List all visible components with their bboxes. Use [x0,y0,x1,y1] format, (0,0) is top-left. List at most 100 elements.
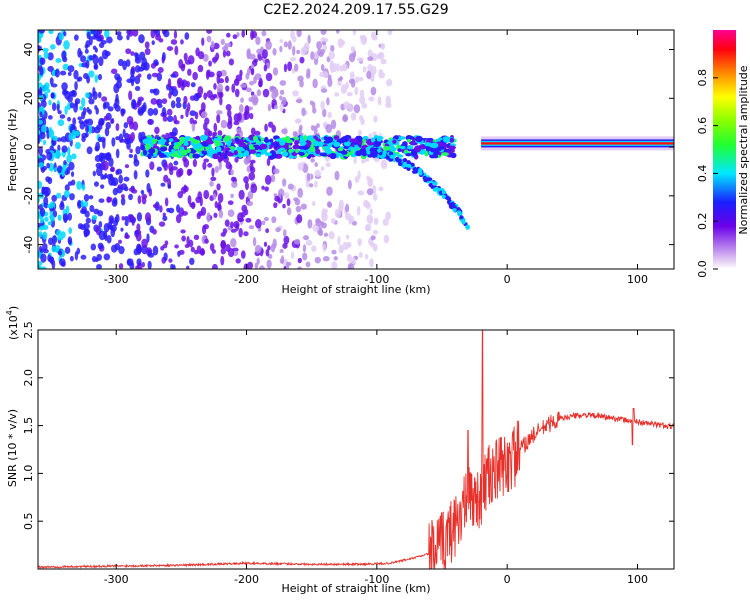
spectrogram-cell [364,253,369,260]
spectrogram-cell [273,142,279,149]
colorbar-gradient [713,30,736,269]
spectrogram-cell [217,151,222,156]
spectrogram-cell [425,177,431,182]
spectrogram-cell [47,115,53,120]
spectrogram-cell [110,118,114,124]
spectrogram-cell [41,224,49,231]
spectrogram-cell [220,38,225,46]
spectrogram-cell [305,239,313,246]
spectrogram-cell [358,251,363,258]
spectrogram-cell [309,145,316,153]
spectrogram-cell [72,117,77,126]
svg-text:(x104): (x104) [5,306,20,340]
spectrogram-cell [299,138,306,144]
spectrogram-cell [206,69,211,78]
spectrogram-cell [404,149,409,154]
spectrogram-cell [123,122,129,129]
spectrogram-cell [248,171,256,181]
spectrogram-cell [372,229,379,235]
spectrogram-cell [191,122,196,132]
spectrogram-cell [124,164,130,169]
spectrogram-cell [369,216,373,224]
spectrogram-cell [159,205,163,213]
spectrogram-cell [224,147,231,151]
spectrogram-cell [182,142,189,146]
spectrogram-cell [64,246,71,255]
spectrogram-cell [173,30,178,39]
spectrogram-frame [37,29,675,270]
spectrogram-cell [313,125,318,136]
spectrogram-cell [211,263,218,269]
spectrogram-cell [202,53,209,62]
spectrogram-cell [225,103,232,111]
spectrogram-cell [228,163,233,171]
spectrogram-cell [338,199,344,209]
spectrogram-cell [313,57,319,66]
spectrogram-cell [128,30,134,37]
spectrogram-cell [55,57,62,64]
spectrogram-cell [106,36,113,44]
spectrogram-cell [170,73,176,78]
spectrogram-cell [59,114,66,119]
spectrogram-cell [74,81,78,91]
spectrogram-cell [371,72,375,83]
spectrogram-cell [120,227,124,232]
spectrogram-cell [118,263,124,269]
spectrogram-cell [61,145,68,153]
spectrogram-xlabel: Height of straight line (km) [281,283,430,296]
spectrogram-cell [211,249,217,254]
spectrogram-cell [353,155,357,165]
spectrogram-cell [76,247,81,255]
spectrogram-cell [50,83,58,88]
spectrogram-cell [400,145,406,150]
spectrogram-cell [97,242,104,250]
spectrogram-cell [385,211,391,221]
spectrogram-cell [285,139,294,144]
spectrogram-cell [236,128,242,134]
spectrogram-cell [407,145,414,150]
spectrogram-cell [322,108,327,118]
spectrogram-cell [265,40,272,50]
spectrogram-cell [346,254,352,263]
spectrogram-cell [378,69,384,75]
spectrogram-cell [91,214,98,221]
spectrogram-cell [263,241,268,247]
spectrogram-cell [357,238,362,247]
snr-xtick-label: -200 [234,573,259,586]
spectrogram-cell [343,101,351,110]
spectrogram-cell [368,153,373,158]
spectrogram-cell [163,174,169,183]
colorbar: 0.0 0.2 0.4 0.6 0.8 Normalized spectral ampl… [696,30,750,278]
spectrogram-cell [175,214,182,224]
spectrogram-cell [171,88,179,97]
spectrogram-cell [282,203,286,209]
spectrogram-cell [296,30,302,38]
spectrogram-cell [121,215,126,221]
spectrogram-cell [57,119,65,127]
spectrogram-cell [135,265,140,269]
spectrogram-cell [183,158,190,168]
spectrogram-cell [459,215,464,220]
spectrogram-cell [189,110,197,117]
spectrogram-cell [406,160,411,165]
spectrogram-cell [77,223,84,230]
spectrogram-cell [373,217,379,225]
spectrogram-cell [258,265,265,269]
spectrogram-cell [192,153,201,159]
spectrogram-cell [147,249,152,255]
spectrogram-xtick-label: -100 [364,273,389,286]
spectrogram-cell [64,184,70,192]
spectrogram-cell [39,66,44,76]
spectrogram-cell [310,51,315,61]
spectrogram-cell [233,78,240,86]
spectrogram-cell [186,235,190,246]
spectrogram-cell [178,249,185,255]
spectrogram-cell [261,150,268,154]
spectrogram-cell [245,87,252,93]
spectrogram-cell [297,266,302,269]
colorbar-tick-label: 0.8 [696,69,709,87]
spectrogram-cell [253,58,259,63]
spectrogram-cell [147,119,153,125]
spectrogram-cell [67,95,73,103]
spectrogram-cell [279,89,285,95]
